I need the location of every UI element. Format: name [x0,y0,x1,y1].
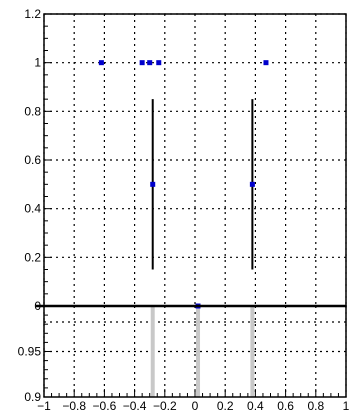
bar [196,306,201,397]
x-tick-label: 0.4 [247,399,264,413]
y-tick-label: 1.2 [24,7,41,21]
x-tick-label: 0.6 [277,399,294,413]
x-tick-label: 0.8 [307,399,324,413]
data-point [249,181,255,187]
y-tick-label: 1 [34,56,41,70]
data-point [98,60,104,66]
data-point [139,60,145,66]
x-tick-label: −0.8 [62,399,86,413]
x-tick-label: 0.2 [217,399,234,413]
x-tick-label: −0.2 [153,399,177,413]
data-point [147,60,153,66]
x-tick-label: −0.4 [123,399,147,413]
x-tick-label: −0.6 [93,399,117,413]
data-point [150,181,156,187]
bottom-panel: 0.9 0.95 −1 −0.8 −0.6 −0.4 −0.2 0 0.2 0.4 0.6 0.8 1 [18,303,350,413]
y-tick-label: 0.8 [24,104,41,118]
y-tick-label: 0.9 [24,390,41,404]
x-tick-label: 1 [343,399,350,413]
data-point [263,60,269,66]
y-tick-label: 0.2 [24,250,41,264]
y-tick-label: 0.95 [18,345,42,359]
y-tick-label: 0.4 [24,202,41,216]
top-panel: 00.20.40.60.811.2 [24,7,347,313]
bar [250,306,255,397]
x-tick-label: −1 [37,399,51,413]
x-tick-label: 0 [192,399,199,413]
y-tick-label: 0.6 [24,153,41,167]
data-point [156,60,162,66]
bar [150,306,155,397]
